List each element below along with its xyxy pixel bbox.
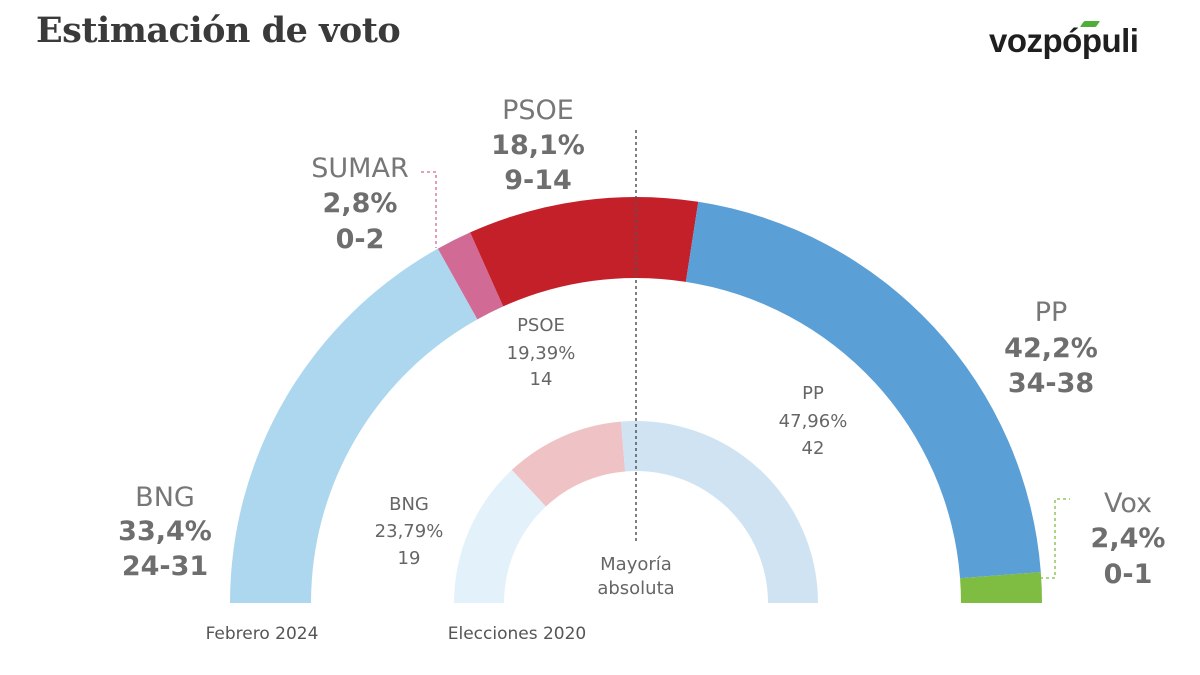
outer-psoe-seats: 9-14 [504, 165, 572, 196]
majority-label-line2: absoluta [597, 578, 674, 599]
label-outer-bng: BNG 33,4% 24-31 [118, 482, 212, 582]
outer-sumar-seats: 0-2 [336, 224, 385, 255]
inner-ring [454, 421, 818, 603]
inner-psoe-party: PSOE [517, 315, 565, 336]
outer-vox-party: Vox [1104, 488, 1152, 519]
majority-label-line1: Mayoría [600, 554, 672, 575]
outer-sumar-party: SUMAR [311, 153, 408, 184]
outer-pp-pct: 42,2% [1004, 333, 1098, 364]
outer-ring [230, 196, 1042, 603]
outer-bng-party: BNG [135, 482, 195, 513]
outer-arc-vox [960, 572, 1042, 603]
sumar-leader-line [421, 171, 437, 248]
inner-ring-caption: Elecciones 2020 [448, 624, 587, 644]
outer-vox-pct: 2,4% [1091, 523, 1166, 554]
outer-arc-bng [230, 248, 478, 603]
inner-psoe-seats: 14 [530, 369, 553, 390]
label-outer-pp: PP 42,2% 34-38 [1004, 297, 1098, 399]
inner-bng-party: BNG [389, 494, 429, 515]
outer-pp-seats: 34-38 [1008, 368, 1094, 399]
outer-vox-seats: 0-1 [1104, 559, 1153, 590]
outer-pp-party: PP [1035, 297, 1068, 328]
outer-ring-caption: Febrero 2024 [206, 624, 319, 644]
inner-bng-seats: 19 [398, 548, 421, 569]
label-inner-bng: BNG 23,79% 19 [375, 494, 444, 569]
outer-psoe-party: PSOE [502, 95, 574, 126]
outer-arc-psoe [470, 196, 699, 307]
inner-bng-pct: 23,79% [375, 521, 444, 542]
label-outer-sumar: SUMAR 2,8% 0-2 [311, 153, 408, 255]
label-outer-psoe: PSOE 18,1% 9-14 [491, 95, 585, 196]
outer-sumar-pct: 2,8% [323, 188, 398, 219]
outer-arc-pp [685, 201, 1041, 579]
outer-bng-seats: 24-31 [122, 551, 208, 582]
inner-psoe-pct: 19,39% [507, 343, 576, 364]
inner-arc-bng [454, 469, 546, 603]
outer-psoe-pct: 18,1% [491, 130, 585, 161]
label-inner-psoe: PSOE 19,39% 14 [507, 315, 576, 390]
label-outer-vox: Vox 2,4% 0-1 [1091, 488, 1166, 590]
chart-title: Estimación de voto [36, 10, 401, 51]
brand-logo: vozpópuli [989, 22, 1139, 59]
inner-pp-party: PP [802, 383, 824, 404]
vox-leader-line [1040, 498, 1070, 579]
inner-arc-psoe [511, 421, 626, 507]
outer-arc-sumar [437, 232, 504, 320]
outer-bng-pct: 33,4% [118, 516, 212, 547]
label-inner-pp: PP 47,96% 42 [779, 383, 848, 459]
inner-pp-seats: 42 [802, 438, 825, 459]
inner-arc-pp [621, 421, 818, 603]
inner-pp-pct: 47,96% [779, 411, 848, 432]
